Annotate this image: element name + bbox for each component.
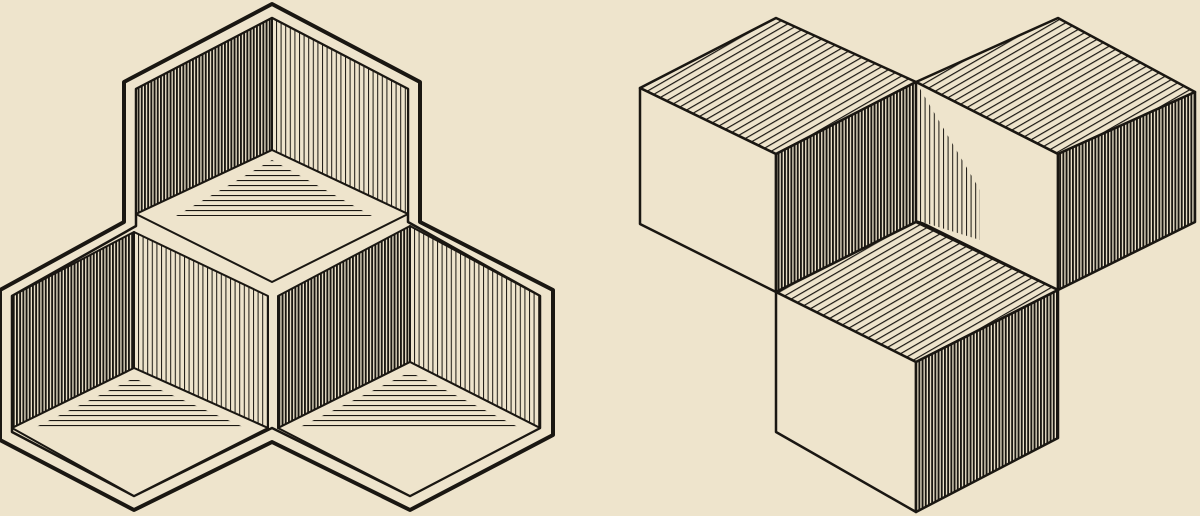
hollow-cubes-figure <box>0 2 555 512</box>
front-solid-cube <box>774 220 1060 514</box>
right-face <box>914 288 1060 514</box>
floor-shade <box>176 160 372 216</box>
bottom-right-hollow-cell <box>277 225 541 497</box>
floor <box>11 367 269 497</box>
floor-shade <box>294 372 524 430</box>
cast-shadow <box>916 82 980 240</box>
solid-cubes-figure <box>638 16 1197 514</box>
bottom-left-hollow-cell <box>11 231 269 497</box>
inner-frame <box>10 16 542 498</box>
back-right-solid-cube <box>914 16 1197 292</box>
floor-shade <box>30 378 250 430</box>
right-face <box>1056 90 1197 292</box>
top-hollow-cell <box>135 17 409 283</box>
